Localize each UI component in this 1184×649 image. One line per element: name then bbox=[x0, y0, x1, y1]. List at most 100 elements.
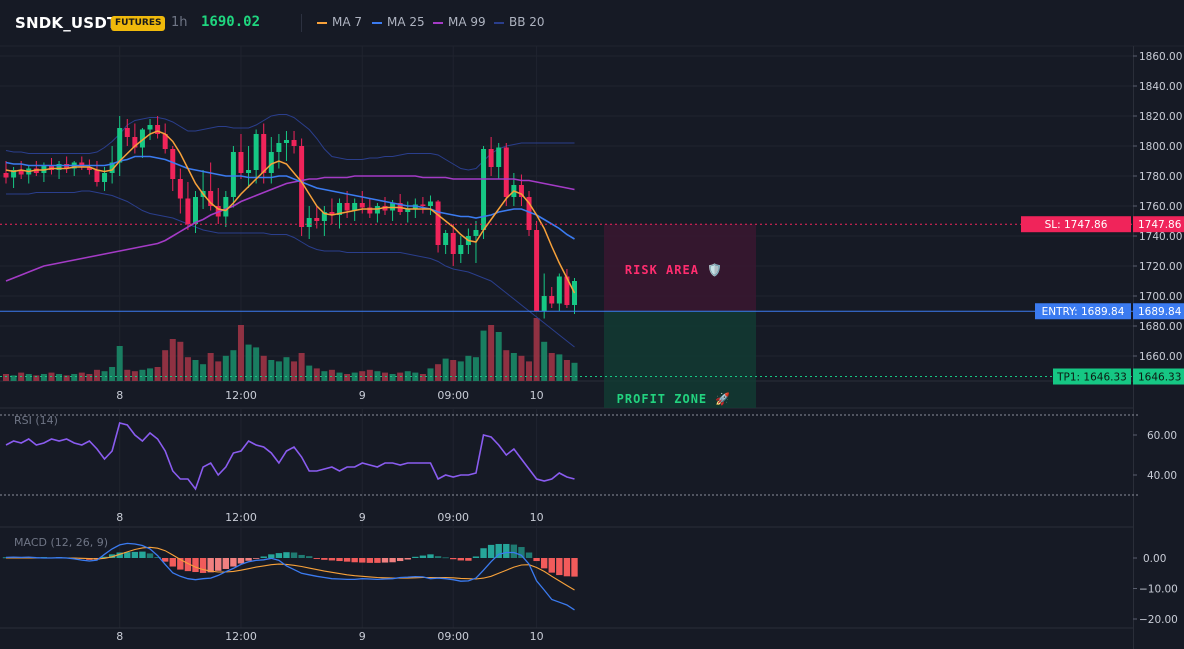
macd-histogram-bar bbox=[290, 552, 298, 558]
volume-bar bbox=[533, 318, 540, 381]
volume-bar bbox=[503, 350, 510, 381]
candle-body bbox=[314, 218, 320, 221]
macd-histogram-bar bbox=[457, 558, 464, 561]
take-profit-tag bbox=[1053, 368, 1131, 385]
stop-loss-axis-label: 1747.86 bbox=[1138, 219, 1182, 231]
candle-body bbox=[481, 149, 487, 230]
candles bbox=[3, 116, 577, 319]
macd-histogram-bar bbox=[556, 558, 563, 576]
candle-body bbox=[450, 233, 456, 254]
volume-bar bbox=[457, 361, 464, 381]
time-axis: 8 12:00 9 09:00 10 8 12:00 9 09:00 10 8 12:00 9 09:00… bbox=[116, 389, 543, 643]
volume-bar bbox=[298, 353, 305, 381]
volume-bar bbox=[109, 367, 116, 381]
candle-body bbox=[488, 149, 494, 167]
legend-ma99[interactable]: MA 99 bbox=[433, 15, 486, 29]
macd-histogram-bar bbox=[533, 558, 540, 562]
candle-body bbox=[337, 203, 343, 215]
macd-histogram-bar bbox=[260, 556, 267, 558]
candle-body bbox=[3, 173, 9, 178]
price-tick-label: 1760.00 bbox=[1139, 201, 1182, 213]
volume-bar bbox=[169, 339, 176, 381]
candle-body bbox=[170, 149, 176, 179]
volume-bar bbox=[230, 350, 237, 381]
macd-histogram-bar bbox=[571, 558, 578, 577]
legend-bb20[interactable]: BB 20 bbox=[494, 15, 545, 29]
moving-averages bbox=[5, 130, 576, 294]
volume-bar bbox=[177, 341, 184, 381]
time-tick-label: 10 bbox=[530, 511, 544, 524]
macd-histogram-bar bbox=[101, 556, 108, 558]
candle-body bbox=[102, 173, 108, 182]
volume-bar bbox=[291, 361, 298, 381]
volume-bar bbox=[253, 347, 260, 381]
candle-body bbox=[18, 170, 24, 175]
macd-histogram-bar bbox=[306, 556, 313, 558]
time-tick-label: 8 bbox=[116, 389, 123, 402]
volume-bar bbox=[154, 367, 161, 381]
volume-bar bbox=[541, 341, 548, 381]
candle-body bbox=[139, 129, 145, 148]
legend-ma25[interactable]: MA 25 bbox=[372, 15, 425, 29]
macd-histogram-bar bbox=[381, 558, 389, 563]
macd-histogram-bar bbox=[427, 554, 434, 558]
candle-body bbox=[291, 140, 297, 146]
volume-bar bbox=[450, 360, 457, 381]
macd-histogram-bar bbox=[359, 558, 366, 563]
volume-bar bbox=[366, 369, 373, 381]
macd-label: MACD (12, 26, 9) bbox=[14, 536, 108, 549]
volume-bar bbox=[374, 371, 381, 381]
macd-histogram-bar bbox=[419, 555, 427, 558]
header-divider bbox=[301, 14, 302, 32]
macd-histogram-bar bbox=[199, 558, 207, 573]
volume-bar bbox=[147, 368, 154, 381]
macd-histogram-bar bbox=[487, 544, 495, 558]
candle-body bbox=[556, 276, 562, 304]
ma25-line bbox=[5, 155, 575, 240]
macd-histogram-bar bbox=[161, 558, 169, 562]
candle-body bbox=[147, 125, 153, 130]
macd-histogram-bar bbox=[116, 552, 123, 558]
volume-bar bbox=[495, 332, 502, 381]
macd-histogram-bar bbox=[343, 558, 351, 562]
macd-histogram-bar bbox=[313, 558, 320, 559]
price-tick-label: 1800.00 bbox=[1139, 141, 1182, 153]
macd-histogram-bar bbox=[548, 558, 555, 573]
candle-body bbox=[86, 167, 92, 170]
price-axis: 1660.00 1680.00 1700.00 1720.00 1740.00 1760.… bbox=[1133, 51, 1182, 626]
volume-bar bbox=[86, 374, 93, 381]
candle-body bbox=[238, 152, 244, 173]
macd-histogram-bar bbox=[510, 544, 518, 558]
candle-body bbox=[321, 212, 327, 221]
ma99-swatch-icon bbox=[433, 21, 443, 24]
legend-ma7[interactable]: MA 7 bbox=[317, 15, 362, 29]
symbol-title[interactable]: SNDK_USDT bbox=[15, 14, 118, 32]
macd-histogram-bar bbox=[230, 558, 237, 567]
timeframe-selector[interactable]: 1h bbox=[171, 15, 188, 30]
volume-bar bbox=[548, 353, 555, 381]
time-tick-label: 9 bbox=[359, 511, 366, 524]
volume-bars bbox=[3, 318, 578, 381]
volume-bar bbox=[526, 361, 533, 381]
macd-histogram-bar bbox=[525, 552, 533, 558]
macd-histogram-bar bbox=[169, 558, 176, 567]
time-tick-label: 12:00 bbox=[225, 630, 257, 643]
candle-body bbox=[367, 207, 373, 214]
volume-bar bbox=[200, 364, 207, 381]
candle-body bbox=[496, 147, 502, 167]
macd-histogram-bar bbox=[215, 558, 222, 571]
volume-bar bbox=[33, 375, 40, 381]
volume-bar bbox=[518, 355, 525, 381]
macd-histogram-bar bbox=[222, 558, 230, 569]
macd-tick-label: −10.00 bbox=[1139, 584, 1178, 596]
volume-bar bbox=[510, 353, 517, 381]
time-tick-label: 9 bbox=[359, 389, 366, 402]
entry-axis-tag bbox=[1133, 303, 1184, 320]
entry-tag bbox=[1035, 303, 1131, 320]
price-tick-label: 1820.00 bbox=[1139, 111, 1182, 123]
trade-levels: SL: 1747.86 1747.86 ENTRY: 1689.84 1689.84 T… bbox=[0, 216, 1184, 385]
candle-body bbox=[177, 179, 183, 199]
ma99-line bbox=[5, 175, 575, 282]
profit-zone bbox=[604, 311, 756, 408]
